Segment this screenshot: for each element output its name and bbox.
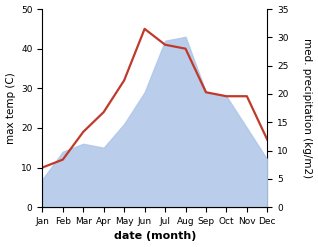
Y-axis label: max temp (C): max temp (C) [5,72,16,144]
X-axis label: date (month): date (month) [114,231,196,242]
Y-axis label: med. precipitation (kg/m2): med. precipitation (kg/m2) [302,38,313,178]
